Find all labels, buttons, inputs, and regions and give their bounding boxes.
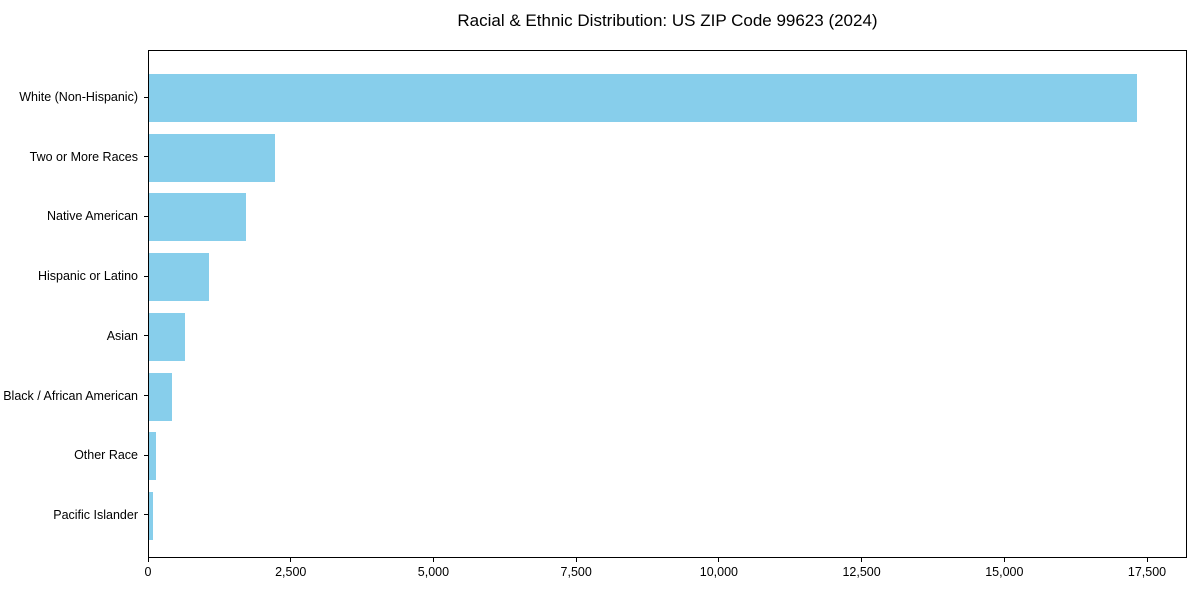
y-tick-mark (144, 454, 148, 456)
bar-hispanic-or-latino (149, 253, 209, 302)
x-tick-label-7500: 7,500 (560, 565, 592, 579)
x-tick-mark (290, 558, 292, 562)
x-tick-mark (432, 558, 434, 562)
bar-two-or-more-races (149, 133, 275, 182)
x-tick-label-12500: 12,500 (842, 565, 881, 579)
bar-black-african-american (149, 372, 172, 421)
y-tick-label-pacific-islander: Pacific Islander (53, 507, 138, 522)
y-tick-label-native-american: Native American (46, 209, 138, 224)
x-tick-mark (147, 558, 149, 562)
y-tick-mark (144, 335, 148, 337)
bar-other-race (149, 432, 156, 481)
y-tick-label-white-non-hispanic: White (Non-Hispanic) (19, 90, 138, 104)
y-tick-mark (144, 275, 148, 277)
bar-white-non-hispanic (149, 74, 1137, 122)
x-tick-label-10000: 10,000 (699, 565, 738, 579)
x-tick-label-0: 0 (144, 565, 152, 579)
x-tick-mark (1146, 558, 1148, 562)
plot-area (148, 50, 1187, 558)
y-tick-label-asian: Asian (106, 328, 138, 343)
y-tick-mark (144, 215, 148, 217)
bar-pacific-islander (149, 491, 153, 540)
chart-title: Racial & Ethnic Distribution: US ZIP Cod… (457, 11, 878, 30)
x-tick-label-15000: 15,000 (985, 565, 1024, 579)
y-tick-mark (144, 514, 148, 516)
y-tick-label-other-race: Other Race (74, 448, 138, 463)
y-tick-label-two-or-more-races: Two or More Races (29, 149, 138, 164)
x-tick-label-17500: 17,500 (1127, 565, 1167, 579)
x-tick-label-5000: 5,000 (417, 565, 450, 579)
y-tick-mark (144, 156, 148, 158)
x-tick-mark (861, 558, 863, 562)
y-tick-label-hispanic-or-latino: Hispanic or Latino (37, 269, 138, 284)
bar-asian (149, 312, 185, 361)
bar-native-american (149, 193, 247, 242)
y-tick-mark (144, 96, 148, 98)
y-tick-mark (144, 395, 148, 396)
y-tick-label-black-african-american: Black / African American (3, 388, 138, 403)
x-tick-mark (718, 558, 720, 562)
x-tick-label-2500: 2,500 (275, 565, 307, 579)
x-tick-mark (575, 558, 577, 562)
x-tick-mark (1003, 558, 1005, 562)
